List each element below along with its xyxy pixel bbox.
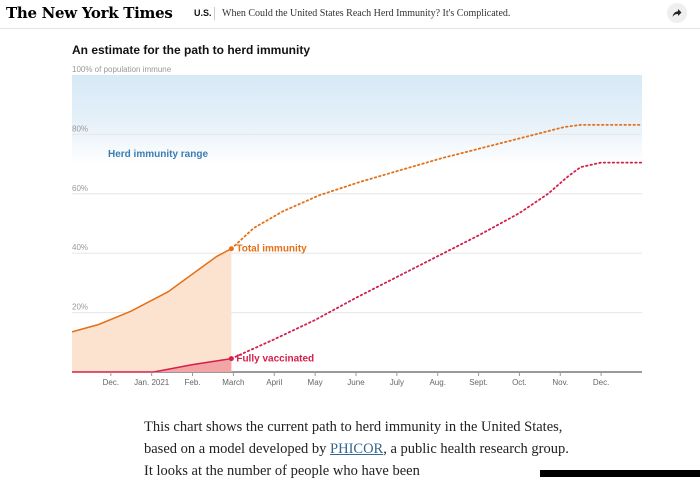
total-immunity-area <box>72 248 232 372</box>
top-bar: The New York Times U.S. When Could the U… <box>0 0 700 29</box>
total-immunity-observed-line <box>71 248 232 333</box>
x-tick-label: Dec. <box>103 378 119 387</box>
fully-vaccinated-current-point <box>228 356 234 362</box>
total-immunity-current-point <box>228 246 234 252</box>
y-tick-label: 100% of population immune <box>72 65 172 74</box>
x-tick-label: March <box>222 378 244 387</box>
phicor-link[interactable]: PHICOR <box>330 441 384 457</box>
y-tick-label: 40% <box>72 243 88 252</box>
x-tick-label: May <box>308 378 323 387</box>
total-immunity-label: Total immunity <box>236 244 307 255</box>
x-tick-label: July <box>390 378 404 387</box>
header-divider <box>214 7 215 20</box>
article-paragraph: This chart shows the current path to her… <box>144 416 574 482</box>
herd-immunity-chart: Total immunity Fully vaccinated 100% of p… <box>71 65 643 387</box>
y-tick-label: 20% <box>72 303 88 312</box>
nyt-logo[interactable]: The New York Times <box>6 4 173 22</box>
herd-immunity-band <box>72 75 642 165</box>
fully-vaccinated-area <box>72 358 232 372</box>
fully-vaccinated-projected-line <box>230 161 643 360</box>
x-tick-label: Sept. <box>469 378 488 387</box>
share-arrow-icon <box>672 9 682 17</box>
fully-vaccinated-observed-line <box>72 357 232 373</box>
x-tick-label: Feb. <box>185 378 201 387</box>
article-text-end: , a public health research group. It loo… <box>144 441 569 479</box>
x-tick-label: Aug. <box>429 378 445 387</box>
article-headline: When Could the United States Reach Herd … <box>222 8 511 19</box>
x-tick-label: Dec. <box>593 378 609 387</box>
article-text-start: This chart shows the current path to her… <box>144 419 563 457</box>
share-button[interactable] <box>667 3 687 23</box>
y-tick-label: 80% <box>72 124 88 133</box>
total-immunity-projected-line <box>230 124 643 250</box>
section-link[interactable]: U.S. <box>194 8 212 18</box>
y-tick-label: 60% <box>72 184 88 193</box>
chart-title: An estimate for the path to herd immunit… <box>72 43 311 57</box>
x-tick-label: Nov. <box>552 378 568 387</box>
x-tick-label: April <box>266 378 282 387</box>
x-tick-label: Oct. <box>512 378 527 387</box>
x-tick-label: Jan. 2021 <box>134 378 170 387</box>
bottom-overlay-bar <box>540 470 700 477</box>
x-tick-label: June <box>347 378 365 387</box>
fully-vaccinated-label: Fully vaccinated <box>236 354 314 365</box>
herd-immunity-range-label: Herd immunity range <box>108 149 208 160</box>
